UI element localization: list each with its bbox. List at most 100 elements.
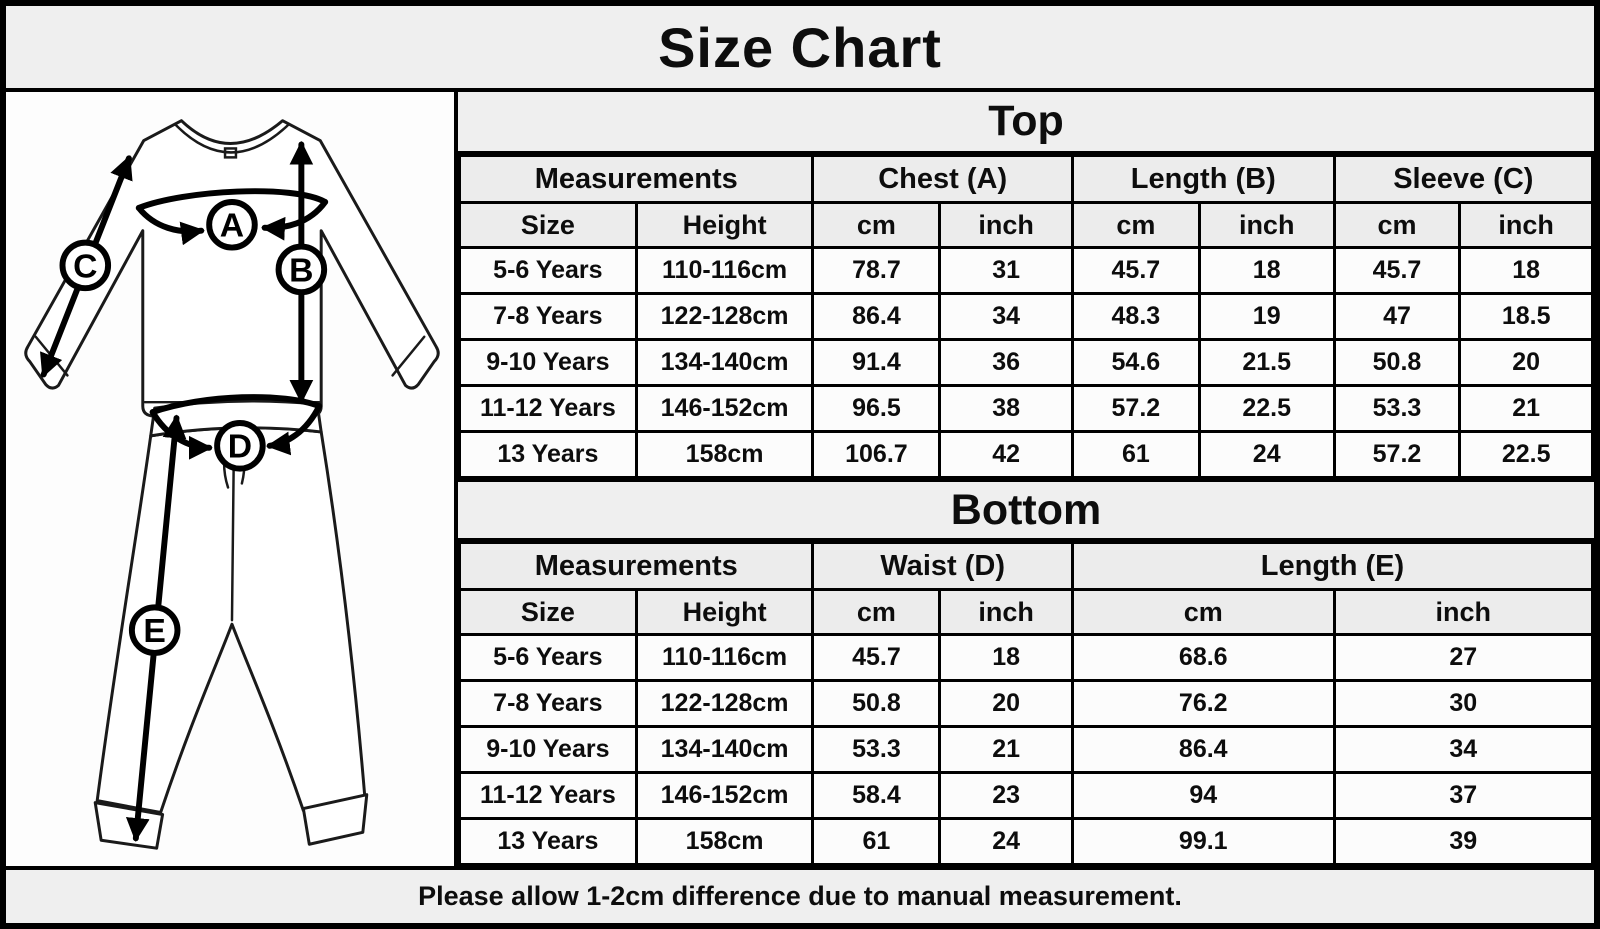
table-cell: 21	[938, 725, 1074, 774]
table-cell: 48.3	[1070, 292, 1201, 341]
table-row: 7-8 Years 122-128cm 86.4 34 48.3 19 47 18.5	[458, 292, 1594, 341]
table-cell: 110-116cm	[634, 246, 815, 295]
table-cell: 9-10 Years	[458, 725, 638, 774]
table-cell: 45.7	[811, 633, 942, 682]
table-cell: 134-140cm	[634, 725, 815, 774]
waist-label: D	[228, 429, 252, 466]
table-cell: 21	[1458, 384, 1594, 433]
table-row: 7-8 Years 122-128cm 50.8 20 76.2 30	[458, 679, 1595, 728]
top-table-body: 5-6 Years 110-116cm 78.7 31 45.7 18 45.7 18 7-8 …	[458, 246, 1594, 479]
height-column-header: Height	[634, 588, 815, 636]
table-row: 5-6 Years 110-116cm 45.7 18 68.6 27	[458, 633, 1595, 682]
table-cell: 78.7	[811, 246, 942, 295]
table-cell: 9-10 Years	[458, 338, 638, 387]
table-cell: 45.7	[1070, 246, 1201, 295]
height-column-header: Height	[634, 201, 815, 249]
table-cell: 53.3	[811, 725, 942, 774]
bottom-size-table: Measurements Waist (D) Length (E) Size H…	[457, 541, 1595, 866]
table-cell: 106.7	[811, 430, 942, 479]
table-cell: 50.8	[811, 679, 942, 728]
table-row: 11-12 Years 146-152cm 96.5 38 57.2 22.5 53.3 21	[458, 384, 1594, 433]
table-cell: 158cm	[634, 430, 815, 479]
table-cell: 24	[938, 817, 1074, 866]
table-cell: 21.5	[1197, 338, 1336, 387]
cm-column-header: cm	[811, 201, 942, 249]
table-cell: 5-6 Years	[458, 633, 638, 682]
table-cell: 38	[938, 384, 1074, 433]
sleeve-header: Sleeve (C)	[1332, 154, 1595, 204]
measurement-marks: A B C D E	[40, 140, 329, 842]
inch-column-header: inch	[1332, 588, 1595, 636]
bottom-section: Bottom Measurements Waist (D) Length (E)	[457, 479, 1595, 866]
table-cell: 36	[938, 338, 1074, 387]
top-size-table: Measurements Chest (A) Length (B) Sleeve…	[457, 154, 1595, 479]
table-cell: 146-152cm	[634, 384, 815, 433]
cm-column-header: cm	[811, 588, 942, 636]
length-b-header: Length (B)	[1070, 154, 1336, 204]
waist-label-circle	[214, 420, 266, 472]
sleeve-label: C	[73, 248, 97, 285]
size-column-header: Size	[458, 201, 638, 249]
table-row: 13 Years 158cm 61 24 99.1 39	[458, 817, 1595, 866]
table-cell: 96.5	[811, 384, 942, 433]
table-cell: 68.6	[1070, 633, 1336, 682]
bottom-sub-header-row: Size Height cm inch cm inch	[458, 588, 1595, 636]
inch-column-header: inch	[1458, 201, 1594, 249]
waist-header: Waist (D)	[811, 541, 1074, 591]
table-cell: 19	[1197, 292, 1336, 341]
cm-column-header: cm	[1070, 201, 1201, 249]
table-cell: 23	[938, 771, 1074, 820]
chest-label-circle	[206, 199, 258, 251]
table-cell: 134-140cm	[634, 338, 815, 387]
table-cell: 57.2	[1070, 384, 1201, 433]
pajama-measurement-diagram: A B C D E	[24, 119, 440, 850]
waist-arc	[149, 394, 323, 416]
table-cell: 42	[938, 430, 1074, 479]
cm-column-header: cm	[1070, 588, 1336, 636]
top-group-header-row: Measurements Chest (A) Length (B) Sleeve…	[457, 154, 1595, 204]
table-cell: 76.2	[1070, 679, 1336, 728]
length-e-header: Length (E)	[1070, 541, 1595, 591]
table-row: 9-10 Years 134-140cm 91.4 36 54.6 21.5 50.8 20	[458, 338, 1594, 387]
inch-column-header: inch	[938, 588, 1074, 636]
bottom-section-title: Bottom	[458, 479, 1594, 541]
garment-diagram-panel: A B C D E	[6, 92, 458, 866]
table-cell: 11-12 Years	[458, 771, 638, 820]
tables-panel: Top Measurements Chest (A) Length (B)	[457, 92, 1595, 866]
table-cell: 146-152cm	[634, 771, 815, 820]
table-cell: 122-128cm	[634, 679, 815, 728]
page-title: Size Chart	[6, 6, 1594, 92]
table-cell: 61	[1070, 430, 1201, 479]
table-cell: 31	[938, 246, 1074, 295]
footer-note: Please allow 1-2cm difference due to man…	[6, 866, 1594, 923]
table-cell: 18	[1197, 246, 1336, 295]
table-cell: 99.1	[1070, 817, 1336, 866]
measurements-header: Measurements	[457, 154, 815, 204]
table-cell: 13 Years	[458, 817, 638, 866]
table-cell: 5-6 Years	[458, 246, 638, 295]
top-length-label: B	[289, 252, 313, 289]
cm-column-header: cm	[1332, 201, 1462, 249]
table-cell: 39	[1332, 817, 1595, 866]
table-cell: 122-128cm	[634, 292, 815, 341]
inch-column-header: inch	[1197, 201, 1336, 249]
bottom-length-label-circle	[128, 604, 181, 656]
table-cell: 18	[938, 633, 1074, 682]
table-cell: 91.4	[811, 338, 942, 387]
size-column-header: Size	[458, 588, 638, 636]
table-cell: 86.4	[1070, 725, 1336, 774]
table-cell: 22.5	[1458, 430, 1594, 479]
table-row: 13 Years 158cm 106.7 42 61 24 57.2 22.5	[458, 430, 1594, 479]
table-cell: 37	[1332, 771, 1595, 820]
table-cell: 53.3	[1332, 384, 1462, 433]
table-cell: 27	[1332, 633, 1595, 682]
table-cell: 22.5	[1197, 384, 1336, 433]
bottom-table-body: 5-6 Years 110-116cm 45.7 18 68.6 27 7-8 Years 1…	[458, 633, 1595, 866]
table-cell: 94	[1070, 771, 1336, 820]
top-section: Top Measurements Chest (A) Length (B)	[457, 92, 1595, 479]
table-cell: 20	[938, 679, 1074, 728]
table-cell: 18.5	[1458, 292, 1594, 341]
table-cell: 86.4	[811, 292, 942, 341]
top-section-title: Top	[458, 92, 1594, 154]
table-cell: 11-12 Years	[458, 384, 638, 433]
